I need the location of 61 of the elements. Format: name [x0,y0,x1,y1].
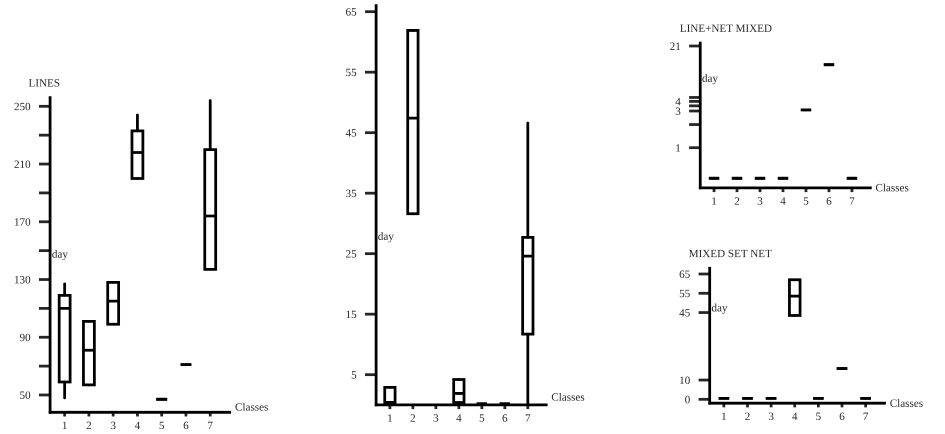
x-tick-label: 7 [864,412,868,420]
x-tick-label: 1 [62,422,67,430]
y-tick-label: 130 [14,276,30,284]
y-tick-label: 210 [14,160,30,168]
y-axis-title: day [702,74,718,84]
y-tick-label: 45 [346,129,356,137]
y-tick-label: 250 [14,102,30,110]
y-tick-label: 1 [676,144,680,152]
x-tick-label: 2 [745,412,750,420]
x-tick-label: 4 [780,197,786,205]
chart-title: MIXED SET NET [689,250,772,258]
chart-title: LINES [28,79,60,87]
x-tick-label: 5 [816,412,821,420]
x-tick-label: 6 [840,412,844,420]
x-tick-label: 7 [850,197,854,205]
y-tick-label: 25 [346,250,356,258]
y-axis-title: day [52,250,68,260]
y-axis-title: day [712,304,728,314]
x-tick-label: 4 [456,414,462,422]
x-tick-label: 4 [134,422,140,430]
x-axis-title: Classes [235,402,268,411]
y-tick-label: 90 [20,334,30,342]
y-tick-label: 55 [346,68,356,76]
x-tick-label: 7 [526,414,530,422]
y-tick-label: 65 [680,270,690,278]
x-tick-label: 6 [184,422,188,430]
x-axis-title: Classes [552,392,584,401]
x-tick-label: 2 [734,197,740,205]
chart-title: LINE+NET MIXED [680,24,772,32]
x-axis-title: Classes [876,184,908,192]
x-tick-label: 1 [722,412,726,420]
y-tick-label: 170 [14,218,30,226]
y-tick-label: 4 [675,98,681,106]
x-tick-label: 3 [110,422,116,430]
y-tick-label: 10 [680,376,690,384]
y-tick-label: 21 [670,42,680,50]
x-tick-label: 2 [86,422,92,430]
x-tick-label: 3 [758,197,762,205]
x-tick-label: 5 [480,414,484,422]
y-tick-label: 50 [20,391,30,399]
y-tick-label: 15 [346,310,356,318]
x-tick-label: 5 [804,197,808,205]
x-tick-label: 1 [712,197,716,205]
y-tick-label: 65 [346,8,356,16]
y-tick-label: 0 [685,396,690,404]
y-tick-label: 3 [676,108,680,115]
x-tick-label: 6 [502,414,508,422]
x-tick-label: 3 [768,412,774,420]
y-axis-title: day [378,232,394,242]
x-tick-label: 2 [410,414,416,422]
x-axis-title: Classes [890,399,923,407]
x-tick-label: 7 [208,422,213,430]
x-tick-label: 5 [160,422,164,430]
y-tick-label: 5 [352,371,356,379]
y-tick-label: 45 [679,309,690,317]
y-tick-label: 55 [680,290,690,298]
x-tick-label: 4 [792,412,798,420]
y-tick-label: 35 [346,190,356,198]
x-tick-label: 1 [388,414,392,422]
x-tick-label: 3 [434,414,438,422]
x-tick-label: 6 [826,197,832,205]
